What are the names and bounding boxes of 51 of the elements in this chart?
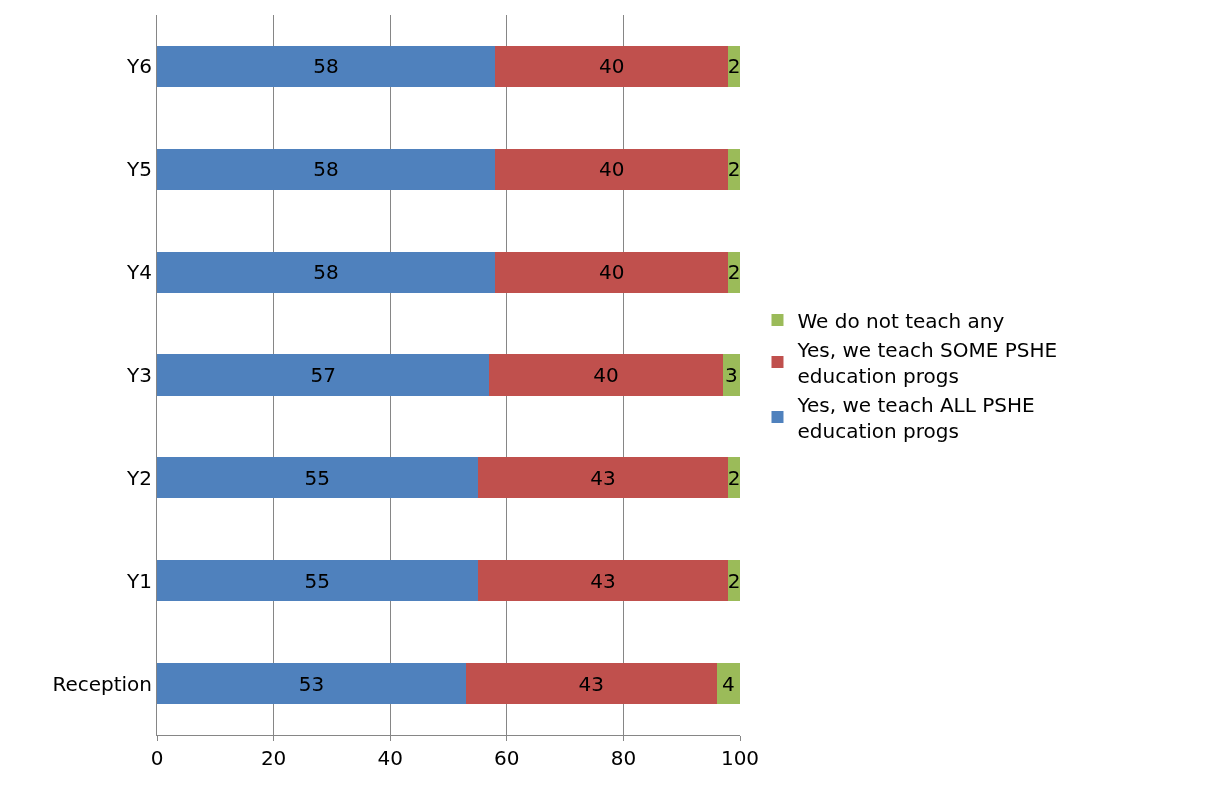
- legend-label: Yes, we teach ALL PSHE education progs: [796, 392, 1035, 443]
- data-label: 40: [599, 157, 625, 182]
- data-label: 2: [727, 568, 741, 593]
- data-label: 4: [721, 671, 735, 696]
- y-tick-label: Y1: [126, 568, 152, 593]
- data-label: 3: [724, 363, 738, 387]
- data-label: 40: [599, 54, 625, 79]
- data-label: 40: [593, 363, 619, 387]
- bar: [157, 560, 478, 602]
- x-tick-label: 60: [494, 746, 520, 770]
- y-tick-label: Y6: [126, 54, 152, 79]
- data-label: 55: [304, 568, 331, 593]
- x-tick-label: 0: [150, 746, 164, 770]
- legend-label: We do not teach any: [797, 308, 1005, 333]
- bar: [495, 148, 729, 190]
- data-label: 2: [727, 465, 741, 490]
- bar: [157, 354, 490, 396]
- data-label: 2: [727, 260, 741, 285]
- data-label: 58: [313, 54, 339, 79]
- data-label: 2: [727, 157, 741, 182]
- bar: [489, 354, 723, 396]
- x-tick-label: 40: [377, 746, 403, 770]
- bar: [465, 663, 717, 705]
- bar: [477, 560, 729, 602]
- x-tick-label: 80: [610, 746, 637, 770]
- y-tick-label: Y3: [126, 363, 152, 387]
- data-label: 43: [578, 671, 605, 696]
- data-label: 53: [298, 671, 325, 696]
- bar: [157, 457, 478, 499]
- data-label: 57: [310, 363, 336, 387]
- data-label: 58: [313, 157, 339, 182]
- y-tick-label: Y2: [126, 465, 152, 490]
- bar: [495, 251, 729, 293]
- bar: [477, 457, 729, 499]
- data-label: 58: [313, 260, 339, 285]
- data-label: 55: [304, 465, 331, 490]
- x-tick-label: 100: [720, 746, 760, 770]
- y-tick-label: Reception: [52, 671, 152, 696]
- data-label: 2: [727, 54, 741, 79]
- bar: [157, 251, 496, 293]
- y-tick-label: Y5: [126, 157, 152, 182]
- bar: [495, 45, 729, 87]
- bar: [157, 663, 466, 705]
- data-label: 40: [599, 260, 625, 285]
- bar: [157, 45, 496, 87]
- bar: [157, 148, 496, 190]
- legend-label: Yes, we teach SOME PSHE education progs: [796, 337, 1058, 388]
- y-tick-label: Y4: [126, 260, 152, 285]
- data-label: 43: [590, 465, 616, 490]
- data-label: 43: [590, 568, 616, 593]
- x-tick-label: 20: [260, 746, 287, 770]
